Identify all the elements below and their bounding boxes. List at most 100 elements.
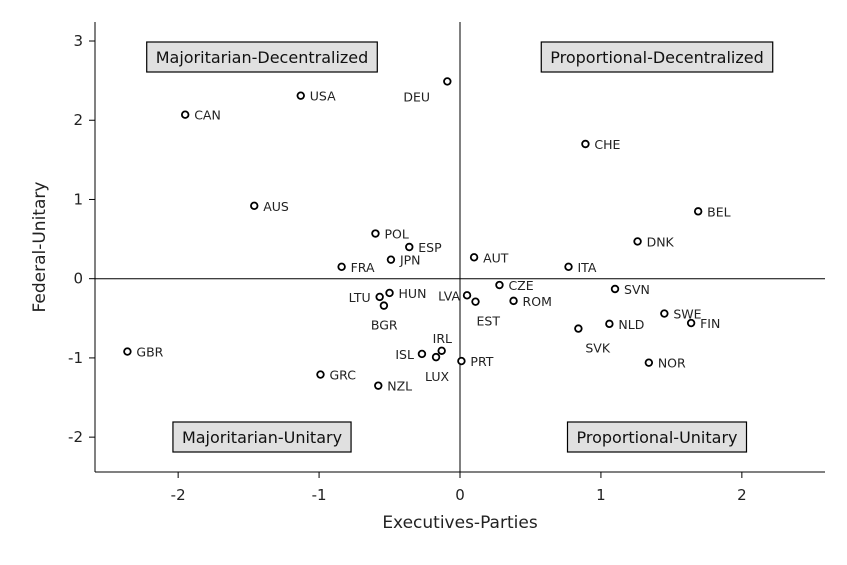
data-point-swe: SWE (660, 307, 702, 322)
quadrant-label-text: Proportional-Unitary (577, 428, 738, 447)
y-tick-label: 1 (73, 190, 83, 208)
point-label: BGR (371, 318, 398, 333)
quadrant-label-text: Proportional-Decentralized (550, 48, 763, 67)
y-tick-label: 3 (73, 32, 83, 50)
y-tick-label: 2 (73, 111, 83, 129)
point-marker (337, 262, 346, 272)
y-tick-label: -1 (68, 349, 83, 367)
point-label: JPN (399, 253, 421, 268)
point-label: FIN (700, 316, 720, 331)
x-tick-label: 1 (596, 486, 606, 504)
point-marker (471, 297, 480, 306)
data-point-ltu: LTU (349, 290, 384, 305)
data-point-hun: HUN (385, 286, 426, 301)
point-marker (379, 301, 389, 310)
data-point-nzl: NZL (374, 379, 412, 394)
data-point-aus: AUS (250, 199, 289, 214)
data-point-bel: BEL (693, 204, 731, 219)
data-point-irl: IRL (433, 331, 452, 355)
point-marker (180, 110, 190, 119)
point-marker (509, 296, 518, 306)
point-label: PRT (470, 354, 493, 369)
point-marker (610, 284, 620, 294)
data-point-aut: AUT (469, 250, 509, 265)
data-point-ita: ITA (564, 260, 597, 275)
data-point-esp: ESP (405, 240, 442, 255)
point-label: IRL (433, 331, 452, 346)
data-point-gbr: GBR (123, 345, 164, 360)
point-label: GBR (136, 345, 163, 360)
data-point-nld: NLD (605, 317, 644, 332)
point-marker (443, 77, 452, 86)
point-marker (693, 207, 703, 216)
data-point-usa: USA (296, 89, 336, 104)
point-marker (457, 356, 466, 366)
point-label: AUT (483, 250, 509, 265)
point-marker (574, 324, 583, 333)
point-marker (375, 292, 384, 302)
data-point-isl: ISL (395, 347, 427, 362)
point-marker (316, 370, 325, 379)
point-label: LUX (425, 369, 449, 384)
data-point-pol: POL (371, 227, 409, 242)
reference-lines (95, 22, 825, 472)
quadrant-label-text: Majoritarian-Decentralized (156, 48, 369, 67)
point-label: USA (310, 89, 336, 104)
data-point-grc: GRC (316, 368, 356, 383)
point-label: AUS (263, 199, 289, 214)
point-label: FRA (351, 260, 375, 275)
point-marker (660, 309, 669, 318)
point-marker (605, 319, 614, 329)
point-label: DEU (403, 89, 430, 104)
data-point-jpn: JPN (386, 253, 421, 268)
data-point-fra: FRA (337, 260, 375, 275)
quadrant-label-box (566, 421, 748, 453)
point-marker (581, 139, 590, 149)
point-label: SWE (673, 307, 701, 322)
x-axis-label: Executives-Parties (382, 513, 538, 533)
y-tick-label: 0 (73, 270, 83, 288)
point-marker (250, 201, 259, 211)
quadrant-labels: Majoritarian-Decentralized Proportional-D… (146, 41, 774, 453)
data-point-svn: SVN (610, 282, 650, 297)
point-marker (437, 346, 446, 355)
point-label: CZE (508, 278, 533, 293)
point-marker (495, 280, 504, 290)
point-marker (405, 242, 414, 252)
data-point-est: EST (471, 297, 501, 329)
data-point-prt: PRT (457, 354, 494, 369)
quadrant-label-box (146, 41, 378, 73)
y-tick-label: -2 (68, 428, 83, 446)
quadrant-label-top-right: Proportional-Decentralized (540, 41, 774, 73)
point-marker (431, 352, 441, 362)
point-marker (386, 255, 396, 264)
point-label: EST (477, 314, 501, 329)
x-tick-label: -2 (171, 486, 186, 504)
point-marker (469, 253, 479, 262)
y-axis-label: Federal-Unitary (30, 182, 50, 313)
point-label: ISL (395, 347, 414, 362)
point-label: NLD (618, 317, 644, 332)
data-point-deu: DEU (403, 77, 452, 104)
axes: -2 -1 0 1 2 -2 -1 0 1 2 3 (68, 22, 825, 504)
point-marker (296, 91, 305, 100)
point-label: CHE (594, 137, 620, 152)
quadrant-label-bottom-right: Proportional-Unitary (566, 421, 748, 453)
point-marker (371, 229, 380, 238)
point-marker (686, 318, 696, 328)
quadrant-label-bottom-left: Majoritarian-Unitary (172, 421, 352, 453)
point-marker (123, 347, 132, 356)
quadrant-label-box (172, 421, 352, 453)
point-marker (633, 237, 642, 246)
data-point-lva: LVA (438, 288, 472, 303)
point-label: NZL (387, 379, 412, 394)
point-label: LTU (349, 290, 371, 305)
point-marker (374, 381, 383, 390)
point-label: ROM (523, 294, 552, 309)
quadrant-label-text: Majoritarian-Unitary (182, 428, 342, 447)
point-label: CAN (194, 108, 221, 123)
point-label: BEL (707, 204, 730, 219)
point-marker (417, 349, 427, 359)
x-tick-label: 2 (737, 486, 747, 504)
